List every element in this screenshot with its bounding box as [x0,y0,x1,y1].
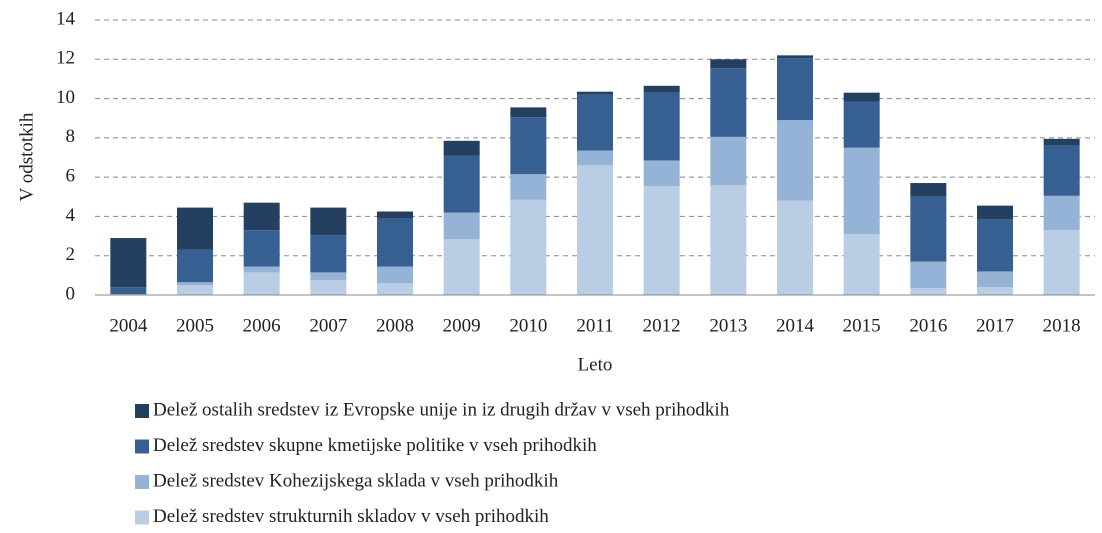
bar-segment [377,211,413,219]
bar-segment [310,207,347,236]
bar-segment [710,68,747,137]
bar-segment [177,282,213,286]
bar-segment [510,107,547,118]
x-axis-label: Leto [578,354,613,375]
bar-segment [777,58,813,121]
x-tick-label: 2004 [109,315,148,336]
bar-segment [243,230,280,267]
x-tick-label: 2012 [643,315,681,336]
y-tick-label: 10 [56,87,75,108]
bar-segment [377,283,413,295]
bar-segment [910,183,947,197]
bar-segment [243,272,280,295]
legend-swatch [135,510,149,525]
bar-segment [710,185,747,295]
y-tick-label: 12 [56,48,75,69]
legend-swatch [135,475,149,489]
bar-segment [710,136,747,185]
bar-segment [577,150,613,166]
bar-segment [710,59,747,69]
bar-segment [977,271,1013,288]
bar-segment [510,117,547,175]
x-tick-label: 2017 [976,315,1014,336]
legend-swatch [135,404,149,418]
x-tick-label: 2005 [176,315,214,336]
bar-segment [577,165,613,295]
bar-segment [577,94,613,151]
bar-segment [1043,138,1080,146]
bar-segment [910,261,947,289]
y-tick-label: 14 [56,8,76,29]
bar-segment [910,288,947,295]
bar-segment [843,92,880,102]
bar-segment [1043,195,1080,231]
bar-segment [177,249,213,283]
bar-segment [777,120,813,201]
bar-segment [443,212,480,240]
bar-segment [977,219,1013,272]
bar-segment [510,174,547,200]
bar-segment [243,266,280,273]
x-tick-label: 2009 [443,315,481,336]
legend-label: Delež sredstev Kohezijskega sklada v vse… [153,470,559,491]
bar-segment [843,101,880,148]
bar-segment [777,55,813,59]
x-tick-label: 2018 [1043,315,1081,336]
bar-segment [110,238,147,288]
bar-segment [643,185,680,295]
y-tick-label: 6 [66,166,76,187]
x-tick-label: 2016 [909,315,947,336]
bar-segment [310,280,347,295]
bar-segment [977,287,1013,295]
bar-segment [1043,230,1080,295]
x-tick-label: 2011 [576,315,613,336]
x-tick-label: 2014 [776,315,815,336]
bar-segment [177,207,213,250]
x-tick-label: 2013 [709,315,747,336]
bar-segment [577,91,613,95]
bar-segment [443,155,480,213]
y-tick-label: 8 [66,126,76,147]
bar-segment [643,92,680,161]
bar-segment [310,272,347,281]
x-tick-label: 2008 [376,315,414,336]
bar-segment [843,147,880,235]
bar-segment [377,218,413,267]
bar-segment [443,140,480,156]
bar-segment [843,234,880,295]
bar-segment [1043,145,1080,196]
bar-segment [777,200,813,295]
y-tick-label: 2 [66,244,76,265]
legend-swatch [135,439,149,454]
bar-segment [377,266,413,284]
bar-segment [977,205,1013,220]
legend-label: Delež sredstev strukturnih skladov v vse… [153,506,549,527]
bar-segment [643,160,680,186]
bar-segment [110,287,147,295]
legend-label: Delež ostalih sredstev iz Evropske unije… [153,399,730,420]
legend-label: Delež sredstev skupne kmetijske politike… [153,435,597,456]
bar-segment [643,85,680,93]
bar-segment [443,239,480,295]
y-tick-label: 4 [66,205,76,226]
y-axis-label: V odstotkih [16,112,37,201]
x-tick-label: 2010 [509,315,547,336]
y-tick-label: 0 [66,283,76,304]
x-tick-label: 2006 [243,315,281,336]
bar-segment [510,199,547,295]
x-tick-label: 2007 [309,315,347,336]
bar-segment [310,235,347,273]
x-tick-label: 2015 [843,315,881,336]
bar-segment [910,196,947,262]
bar-segment [243,202,280,231]
bar-segment [177,285,213,295]
